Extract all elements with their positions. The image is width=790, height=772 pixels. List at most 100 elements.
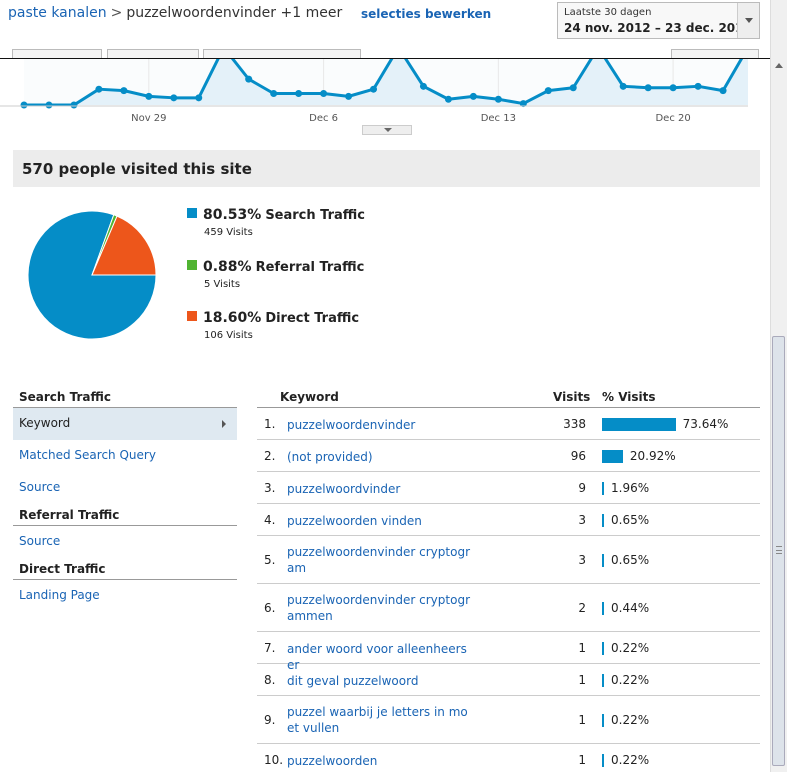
legend-percentage: 0.88% bbox=[203, 259, 252, 275]
chart-data-point[interactable] bbox=[444, 95, 452, 103]
toolbar-button[interactable] bbox=[12, 49, 102, 59]
toolbar-button[interactable] bbox=[671, 49, 759, 59]
table-row: 5. puzzelwoordenvinder cryptogram 3 0.65% bbox=[257, 536, 760, 584]
legend-referral-traffic: 0.88% Referral Traffic 5 Visits bbox=[187, 259, 365, 290]
summary-header: 570 people visited this site bbox=[13, 150, 760, 187]
chart-data-point[interactable] bbox=[270, 90, 278, 97]
chart-data-point[interactable] bbox=[145, 92, 153, 100]
date-range-picker[interactable]: Laatste 30 dagen 24 nov. 2012 – 23 dec. … bbox=[557, 2, 760, 39]
table-row: 2. (not provided) 96 20.92% bbox=[257, 440, 760, 472]
chart-data-point[interactable] bbox=[370, 85, 378, 93]
chart-collapse-toggle[interactable] bbox=[362, 125, 412, 135]
nav-item-search-source[interactable]: Source bbox=[19, 480, 61, 494]
legend-swatch bbox=[187, 260, 197, 270]
legend-label: Direct Traffic bbox=[265, 311, 360, 326]
visits-value: 338 bbox=[563, 417, 586, 431]
pct-visits-bar bbox=[602, 418, 676, 431]
column-header-pct-visits[interactable]: % Visits bbox=[602, 390, 656, 404]
scroll-up-arrow-icon[interactable] bbox=[771, 59, 786, 73]
nav-item-referral-source[interactable]: Source bbox=[19, 534, 61, 548]
row-number: 2. bbox=[264, 449, 276, 463]
nav-item-keyword[interactable]: Keyword bbox=[13, 408, 237, 440]
chart-data-point[interactable] bbox=[419, 82, 427, 90]
chart-data-point[interactable] bbox=[694, 82, 702, 90]
chart-data-point[interactable] bbox=[469, 92, 477, 100]
legend-swatch bbox=[187, 208, 197, 218]
chart-data-point[interactable] bbox=[120, 87, 128, 95]
table-row: 6. puzzelwoordenvinder cryptogrammen 2 0.44… bbox=[257, 584, 760, 632]
keyword-link[interactable]: puzzel waarbij je letters in moet vullen bbox=[287, 705, 468, 735]
chart-data-point[interactable] bbox=[195, 94, 203, 102]
column-header-visits[interactable]: Visits bbox=[553, 390, 591, 404]
chart-x-tick-label: Dec 6 bbox=[309, 113, 338, 124]
chart-area-fill bbox=[24, 59, 748, 105]
keyword-link[interactable]: puzzelwoordenvinder cryptogram bbox=[287, 545, 470, 575]
keyword-link[interactable]: ander woord voor alleenheerser bbox=[287, 642, 467, 672]
toolbar-button[interactable] bbox=[203, 49, 361, 59]
keyword-link[interactable]: puzzelwoorden vinden bbox=[287, 514, 422, 528]
keyword-link[interactable]: puzzelwoordenvinder cryptogrammen bbox=[287, 593, 470, 623]
chart-data-point[interactable] bbox=[45, 101, 53, 109]
visits-value: 1 bbox=[578, 641, 586, 655]
row-number: 9. bbox=[264, 713, 276, 727]
chart-data-point[interactable] bbox=[70, 101, 78, 109]
keyword-link[interactable]: (not provided) bbox=[287, 450, 373, 464]
table-row: 8. dit geval puzzelwoord 1 0.22% bbox=[257, 664, 760, 696]
chart-x-tick-label: Dec 13 bbox=[481, 113, 516, 124]
keyword-link[interactable]: dit geval puzzelwoord bbox=[287, 674, 419, 688]
row-number: 3. bbox=[264, 481, 276, 495]
pct-visits-value: 0.44% bbox=[611, 601, 650, 615]
toolbar-button[interactable] bbox=[107, 49, 199, 59]
keyword-link[interactable]: puzzelwoordenvinder bbox=[287, 418, 416, 432]
pie-slice[interactable] bbox=[91, 215, 157, 276]
column-header-keyword[interactable]: Keyword bbox=[280, 390, 339, 404]
visits-value: 96 bbox=[570, 449, 586, 463]
table-header: Keyword Visits % Visits bbox=[257, 386, 760, 408]
nav-item-landing-page[interactable]: Landing Page bbox=[19, 588, 100, 602]
pct-visits-bar bbox=[602, 754, 604, 767]
pct-visits-value: 1.96% bbox=[611, 481, 650, 495]
chart-data-point[interactable] bbox=[95, 85, 103, 93]
nav-item-matched-search-query[interactable]: Matched Search Query bbox=[19, 448, 156, 462]
traffic-pie-chart bbox=[27, 210, 157, 340]
chart-data-point[interactable] bbox=[320, 90, 328, 97]
chart-data-point[interactable] bbox=[170, 94, 178, 102]
pct-visits-bar bbox=[602, 714, 604, 727]
legend-visits: 106 Visits bbox=[204, 330, 253, 341]
top-bar: paste kanalen > puzzelwoordenvinder +1 mee… bbox=[0, 0, 770, 59]
row-number: 4. bbox=[264, 513, 276, 527]
chart-data-point[interactable] bbox=[644, 84, 652, 92]
edit-selections-link[interactable]: selecties bewerken bbox=[361, 7, 492, 21]
pct-visits-bar bbox=[602, 450, 623, 463]
chart-data-point[interactable] bbox=[20, 101, 28, 109]
chart-data-point[interactable] bbox=[544, 87, 552, 95]
keyword-link[interactable]: puzzelwoordvinder bbox=[287, 482, 401, 496]
chart-data-point[interactable] bbox=[519, 100, 527, 108]
row-number: 6. bbox=[264, 601, 276, 615]
row-number: 1. bbox=[264, 417, 276, 431]
legend-label: Referral Traffic bbox=[255, 260, 365, 275]
chart-data-point[interactable] bbox=[494, 95, 502, 103]
chart-data-point[interactable] bbox=[669, 84, 677, 92]
scrollbar-thumb[interactable] bbox=[772, 336, 785, 766]
breadcrumb-parent-link[interactable]: paste kanalen bbox=[8, 5, 107, 21]
row-number: 5. bbox=[264, 553, 276, 567]
pct-visits-value: 73.64% bbox=[682, 417, 729, 431]
chart-data-point[interactable] bbox=[345, 92, 353, 100]
keyword-link[interactable]: puzzelwoorden bbox=[287, 754, 378, 768]
chart-data-point[interactable] bbox=[569, 84, 577, 92]
dimension-nav: Search Traffic Keyword Matched Search Qu… bbox=[13, 386, 237, 612]
chart-data-point[interactable] bbox=[245, 75, 253, 83]
chart-data-point[interactable] bbox=[619, 82, 627, 90]
chart-data-point[interactable] bbox=[719, 87, 727, 95]
legend-visits: 5 Visits bbox=[204, 279, 241, 290]
chevron-down-icon[interactable] bbox=[737, 3, 759, 38]
chart-data-point[interactable] bbox=[295, 90, 303, 97]
row-number: 10. bbox=[264, 753, 284, 767]
scrollbar-grip-icon bbox=[776, 546, 782, 554]
table-row: 9. puzzel waarbij je letters in moet vull… bbox=[257, 696, 760, 744]
summary-title: 570 people visited this site bbox=[22, 160, 252, 178]
legend-search-traffic: 80.53% Search Traffic 459 Visits bbox=[187, 207, 365, 238]
chart-x-tick-label: Nov 29 bbox=[131, 113, 166, 124]
visits-value: 1 bbox=[578, 753, 586, 767]
